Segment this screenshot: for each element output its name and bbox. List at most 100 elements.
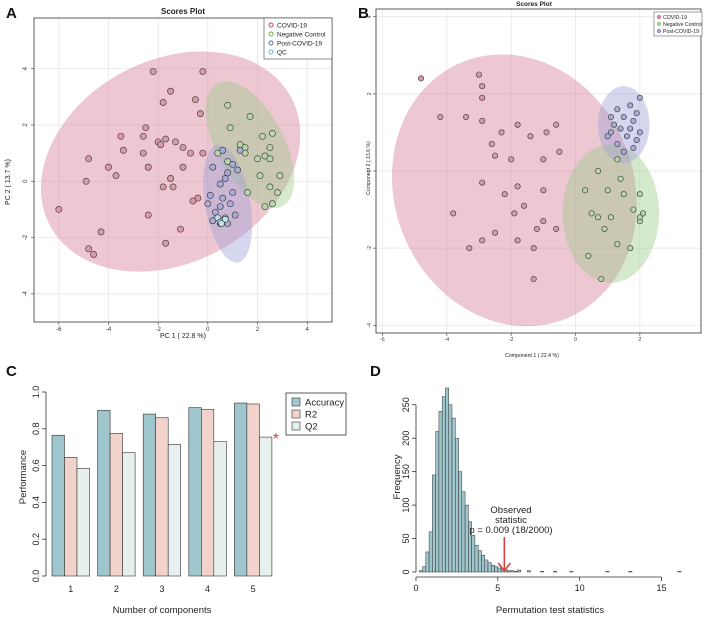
panel-label-d: D bbox=[370, 363, 381, 380]
point-covid-19 bbox=[117, 132, 125, 140]
y-tick-label: 2 bbox=[367, 92, 373, 95]
point-covid-19 bbox=[192, 96, 199, 104]
x-tick-label: 5 bbox=[495, 583, 500, 593]
point-post-covid-19 bbox=[620, 114, 627, 121]
point-negative-control bbox=[259, 132, 266, 140]
point-covid-19 bbox=[179, 163, 187, 171]
bar-q2 bbox=[76, 468, 90, 577]
point-covid-19 bbox=[492, 152, 499, 159]
y-tick-label: 200 bbox=[401, 431, 411, 446]
point-covid-19 bbox=[167, 87, 174, 95]
point-negative-control bbox=[636, 214, 643, 221]
point-negative-control bbox=[224, 101, 232, 109]
point-negative-control bbox=[636, 191, 643, 198]
bar-q2 bbox=[167, 444, 181, 577]
histogram-bin bbox=[441, 396, 446, 573]
point-covid-19 bbox=[479, 237, 486, 244]
y-tick-label: -4 bbox=[367, 323, 373, 328]
panel-b-title: Scores Plot bbox=[516, 1, 553, 8]
x-tick-label: 4 bbox=[205, 584, 210, 594]
plot-frame bbox=[375, 8, 702, 334]
point-covid-19 bbox=[85, 245, 93, 253]
histogram-bin bbox=[455, 437, 459, 573]
legend-a-qc: QC bbox=[277, 50, 287, 57]
point-covid-19 bbox=[556, 148, 563, 155]
observed-arrow-head bbox=[497, 562, 512, 573]
point-covid-19 bbox=[543, 129, 550, 136]
y-tick-label: 0.6 bbox=[31, 459, 41, 472]
panel-a: A Scores Plot -6 -4 -2 0 2 4 -4 -2 0 2 4 PC 1 ( 22… bbox=[5, 5, 333, 340]
point-covid-19 bbox=[189, 197, 197, 205]
x-tick-label: -2 bbox=[155, 327, 161, 333]
point-covid-19 bbox=[55, 206, 63, 213]
point-negative-control bbox=[620, 191, 627, 198]
histogram-bin bbox=[497, 567, 502, 573]
point-post-covid-19 bbox=[211, 208, 219, 216]
legend-c-r2: R2 bbox=[305, 410, 317, 421]
point-negative-control bbox=[614, 241, 621, 248]
histogram-bin bbox=[461, 491, 466, 573]
histogram-bin bbox=[464, 504, 469, 573]
point-covid-19 bbox=[553, 121, 560, 128]
x-tick-label: 2 bbox=[638, 337, 641, 343]
y-tick-label: 2 bbox=[23, 123, 29, 127]
panel-label-c: C bbox=[6, 363, 17, 380]
x-tick-label: -2 bbox=[509, 337, 514, 343]
panel-b-ylabel: Component 2 ( 13.6 %) bbox=[366, 141, 372, 195]
point-covid-19 bbox=[112, 172, 120, 180]
legend-a-marker-negative bbox=[268, 31, 274, 37]
point-post-covid-19 bbox=[623, 133, 630, 140]
panel-label-a: A bbox=[6, 5, 17, 22]
point-post-covid-19 bbox=[229, 189, 237, 196]
histogram-bin bbox=[428, 531, 433, 573]
point-covid-19 bbox=[540, 187, 547, 194]
histogram-bin bbox=[487, 562, 492, 573]
point-post-covid-19 bbox=[204, 200, 212, 208]
bar-accuracy bbox=[234, 402, 248, 577]
point-negative-control bbox=[598, 275, 605, 282]
point-negative-control bbox=[607, 214, 614, 221]
histogram-bin bbox=[507, 570, 512, 573]
point-covid-19 bbox=[149, 68, 157, 75]
point-covid-19 bbox=[501, 191, 508, 198]
legend-a-marker-post bbox=[268, 40, 274, 46]
x-tick-label: 0 bbox=[413, 583, 418, 593]
panel-b: B Scores Plot -6 -4 -2 0 2 -4 -2 0 2 4 Component … bbox=[358, 1, 703, 359]
legend-b-post: Post-COVID-19 bbox=[663, 29, 699, 35]
histogram-bin bbox=[484, 559, 489, 573]
point-post-covid-19 bbox=[236, 146, 244, 154]
panel-a-legend: COVID-19 Negative Control Post-COVID-19 … bbox=[263, 17, 333, 60]
point-post-covid-19 bbox=[611, 121, 618, 128]
point-covid-19 bbox=[187, 149, 194, 157]
x-tick-label: 1 bbox=[68, 584, 73, 594]
point-negative-control bbox=[261, 203, 269, 210]
point-covid-19 bbox=[167, 175, 174, 182]
histogram-bin bbox=[474, 544, 479, 573]
histogram-bin bbox=[628, 571, 633, 573]
bar-r2 bbox=[64, 457, 78, 577]
histogram-bin bbox=[510, 570, 515, 573]
point-negative-control bbox=[585, 252, 592, 259]
confidence-ellipse-negative-control bbox=[562, 144, 660, 283]
x-tick-label: 2 bbox=[256, 327, 260, 333]
point-covid-19 bbox=[105, 163, 112, 171]
y-tick-label: 250 bbox=[401, 397, 411, 412]
panel-c-plot: 0.0 0.2 0.4 0.6 0.8 1.0 1 2 3 4 5 * bbox=[31, 386, 279, 594]
bar-accuracy bbox=[97, 410, 111, 577]
point-covid-19 bbox=[437, 114, 444, 121]
point-covid-19 bbox=[498, 129, 505, 136]
legend-a-post: Post-COVID-19 bbox=[277, 41, 323, 48]
point-post-covid-19 bbox=[221, 175, 229, 182]
y-tick-label: 4 bbox=[23, 66, 29, 70]
panel-a-legend-box bbox=[263, 17, 333, 60]
point-post-covid-19 bbox=[229, 160, 237, 168]
point-covid-19 bbox=[144, 163, 152, 171]
bar-r2 bbox=[246, 403, 260, 577]
panel-a-title: Scores Plot bbox=[161, 7, 205, 16]
point-negative-control bbox=[582, 187, 589, 194]
point-covid-19 bbox=[157, 141, 165, 149]
best-model-star: * bbox=[273, 431, 279, 448]
bar-accuracy bbox=[51, 434, 65, 577]
point-covid-19 bbox=[479, 83, 486, 90]
point-covid-19 bbox=[97, 228, 105, 236]
